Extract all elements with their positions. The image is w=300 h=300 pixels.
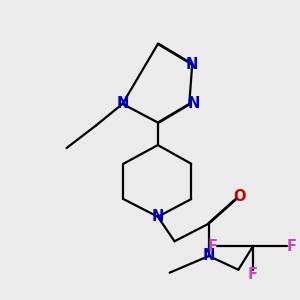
Text: N: N [203, 248, 215, 263]
Text: O: O [234, 189, 246, 204]
Text: F: F [287, 239, 297, 254]
Text: N: N [152, 209, 164, 224]
Text: N: N [186, 57, 198, 72]
Text: N: N [116, 96, 129, 111]
Text: F: F [207, 239, 217, 254]
Text: F: F [248, 267, 258, 282]
Text: N: N [188, 96, 200, 111]
